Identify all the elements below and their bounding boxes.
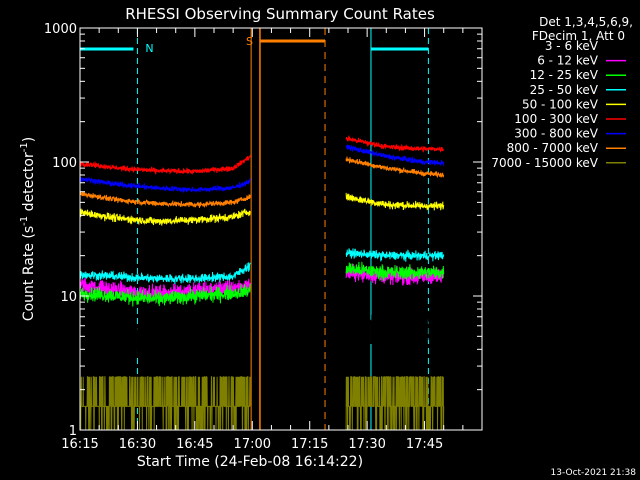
series-12-25-kev — [80, 261, 445, 307]
series-trace — [80, 277, 251, 303]
annotation-layer: NS — [79, 28, 429, 430]
series-trace — [80, 191, 251, 209]
x-tick-label: 17:15 — [291, 437, 328, 452]
axes-layer: 1 10 100 1000 16:15 16:30 16:45 17:00 17:15 17:30… — [44, 22, 482, 452]
y-axis-label-sup1: -1 — [19, 216, 30, 226]
x-tick-label: 16:45 — [176, 437, 213, 452]
y-axis-label-part3: ) — [21, 137, 37, 142]
y-axis-label-sup2: -1 — [19, 142, 30, 152]
series-300-800-kev — [80, 144, 445, 194]
series-100-300-kev — [80, 135, 444, 175]
x-tick-label: 17:30 — [348, 437, 385, 452]
series-trace — [345, 192, 445, 211]
y-axis-label-part2: detector — [21, 152, 37, 216]
x-tick-label: 17:45 — [406, 437, 443, 452]
x-tick-label: 17:00 — [234, 437, 271, 452]
legend: Det 1,3,4,5,6,9, FDecim 1, Att 0 3 - 6 k… — [491, 15, 633, 170]
series-trace — [80, 176, 251, 194]
series-trace — [345, 135, 444, 153]
saa-label: S — [246, 35, 253, 48]
legend-label: 50 - 100 keV — [522, 97, 599, 111]
legend-label: 300 - 800 keV — [514, 127, 598, 141]
series-trace — [80, 284, 251, 307]
legend-label: 100 - 300 keV — [514, 112, 598, 126]
y-tick-label: 100 — [52, 156, 77, 171]
series-7000-15000-kev — [80, 376, 445, 430]
y-axis-label-part1: Count Rate (s — [21, 226, 37, 321]
plot-frame — [79, 27, 483, 431]
y-axis-label: Count Rate (s-1 detector-1) — [19, 137, 37, 321]
legend-label: 25 - 50 keV — [530, 83, 599, 97]
chart-title: RHESSI Observing Summary Count Rates — [125, 5, 435, 23]
series-trace — [80, 208, 251, 226]
legend-header-line1: Det 1,3,4,5,6,9, — [539, 15, 633, 29]
series-trace — [345, 376, 445, 430]
legend-label: 800 - 7000 keV — [507, 141, 599, 155]
series-trace — [80, 262, 251, 285]
y-tick-label: 1000 — [44, 22, 77, 37]
series-layer — [80, 135, 445, 430]
series-trace — [345, 261, 445, 282]
series-50-100-kev — [80, 192, 445, 226]
series-trace — [346, 308, 445, 345]
night-label: N — [145, 42, 153, 55]
series-trace — [80, 154, 251, 175]
series-trace — [345, 144, 445, 166]
x-axis-label: Start Time (24-Feb-08 16:14:22) — [137, 454, 363, 470]
series-trace — [80, 376, 251, 430]
legend-header-line2: FDecim 1, Att 0 — [532, 29, 625, 43]
series-trace — [345, 156, 445, 179]
footer-timestamp: 13-Oct-2021 21:38 — [551, 468, 637, 478]
x-tick-label: 16:15 — [61, 437, 98, 452]
series-25-50-kev — [80, 247, 445, 285]
legend-label: 3 - 6 keV — [545, 39, 599, 53]
y-tick-label: 10 — [60, 290, 77, 305]
series-trace — [345, 247, 445, 262]
series-3-6-kev — [80, 308, 445, 358]
x-tick-label: 16:30 — [119, 437, 156, 452]
legend-label: 7000 - 15000 keV — [491, 156, 598, 170]
series-800-7000-kev — [80, 156, 445, 209]
legend-label: 12 - 25 keV — [530, 68, 599, 82]
y-tick-label: 1 — [69, 424, 77, 439]
series-trace — [80, 322, 251, 358]
legend-label: 6 - 12 keV — [537, 54, 599, 68]
